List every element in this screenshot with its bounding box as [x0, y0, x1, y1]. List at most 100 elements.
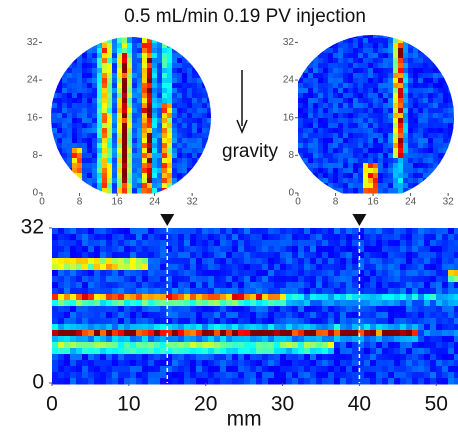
- heatmap-cell: [433, 43, 439, 49]
- heatmap-cell: [382, 282, 389, 289]
- heatmap-cell: [72, 63, 78, 69]
- heatmap-cell: [373, 53, 379, 59]
- heatmap-cell: [406, 276, 413, 283]
- heatmap-cell: [388, 128, 394, 134]
- heatmap-cell: [147, 58, 153, 64]
- heatmap-cell: [348, 138, 354, 144]
- heatmap-cell: [318, 63, 324, 69]
- heatmap-cell: [94, 312, 101, 319]
- heatmap-cell: [52, 63, 58, 69]
- heatmap-cell: [262, 252, 269, 259]
- heatmap-cell: [448, 360, 455, 367]
- y-tick-label: 0: [32, 188, 38, 199]
- heatmap-cell: [70, 270, 77, 277]
- heatmap-cell: [192, 103, 198, 109]
- heatmap-cell: [187, 183, 193, 189]
- heatmap-cell: [298, 246, 305, 253]
- heatmap-cell: [338, 113, 344, 119]
- heatmap-cell: [436, 372, 443, 379]
- heatmap-cell: [363, 158, 369, 164]
- heatmap-cell: [207, 148, 211, 154]
- heatmap-cell: [208, 258, 215, 265]
- heatmap-cell: [207, 163, 211, 169]
- heatmap-cell: [353, 178, 359, 184]
- heatmap-cell: [94, 306, 101, 313]
- heatmap-cell: [202, 158, 208, 164]
- heatmap-cell: [226, 330, 233, 337]
- heatmap-cell: [412, 288, 419, 295]
- heatmap-cell: [408, 108, 414, 114]
- heatmap-cell: [376, 228, 383, 235]
- heatmap-cell: [368, 113, 374, 119]
- heatmap-cell: [196, 264, 203, 271]
- heatmap-cell: [72, 48, 78, 54]
- heatmap-cell: [192, 178, 198, 184]
- heatmap-cell: [453, 63, 454, 69]
- heatmap-cell: [52, 98, 58, 104]
- heatmap-cell: [346, 234, 353, 241]
- heatmap-cell: [298, 258, 305, 265]
- heatmap-cell: [323, 83, 329, 89]
- heatmap-cell: [58, 246, 65, 253]
- heatmap-cell: [400, 372, 407, 379]
- heatmap-cell: [214, 240, 221, 247]
- heatmap-cell: [424, 378, 431, 385]
- heatmap-cell: [72, 73, 78, 79]
- heatmap-cell: [448, 58, 454, 64]
- annotation: gravity: [222, 141, 278, 162]
- heatmap-cell: [400, 312, 407, 319]
- heatmap-cell: [94, 240, 101, 247]
- heatmap-cell: [292, 324, 299, 331]
- heatmap-cell: [122, 153, 128, 159]
- heatmap-cell: [67, 173, 73, 179]
- heatmap-cell: [308, 113, 314, 119]
- heatmap-cell: [177, 163, 183, 169]
- heatmap-cell: [207, 173, 211, 179]
- heatmap-cell: [100, 300, 107, 307]
- heatmap-cell: [378, 183, 384, 189]
- heatmap-cell: [430, 306, 437, 313]
- heatmap-cell: [394, 294, 401, 301]
- heatmap-cell: [190, 282, 197, 289]
- heatmap-cell: [280, 300, 287, 307]
- x-tick-label: 16: [368, 197, 380, 208]
- heatmap-cell: [433, 58, 439, 64]
- heatmap-cell: [333, 168, 339, 174]
- heatmap-cell: [292, 312, 299, 319]
- heatmap-cell: [107, 63, 113, 69]
- heatmap-cell: [443, 63, 449, 69]
- heatmap-cell: [358, 58, 364, 64]
- heatmap-cell: [112, 336, 119, 343]
- heatmap-cell: [328, 53, 334, 59]
- heatmap-cell: [430, 378, 437, 385]
- heatmap-cell: [214, 300, 221, 307]
- heatmap-cell: [454, 372, 458, 379]
- heatmap-cell: [443, 38, 449, 44]
- heatmap-cell: [393, 35, 399, 39]
- heatmap-cell: [348, 178, 354, 184]
- heatmap-cell: [394, 318, 401, 325]
- heatmap-cell: [382, 312, 389, 319]
- heatmap-cell: [250, 354, 257, 361]
- heatmap-cell: [106, 294, 113, 301]
- heatmap-cell: [124, 276, 131, 283]
- heatmap-cell: [352, 288, 359, 295]
- heatmap-cell: [383, 35, 389, 39]
- heatmap-cell: [363, 53, 369, 59]
- heatmap-cell: [448, 78, 454, 84]
- heatmap-cell: [220, 354, 227, 361]
- heatmap-cell: [340, 324, 347, 331]
- heatmap-cell: [406, 270, 413, 277]
- heatmap-cell: [202, 342, 209, 349]
- heatmap-cell: [112, 276, 119, 283]
- heatmap-cell: [408, 48, 414, 54]
- heatmap-cell: [343, 118, 349, 124]
- heatmap-cell: [430, 282, 437, 289]
- heatmap-cell: [376, 348, 383, 355]
- heatmap-cell: [142, 78, 148, 84]
- heatmap-cell: [343, 113, 349, 119]
- heatmap-cell: [152, 73, 158, 79]
- heatmap-cell: [313, 78, 319, 84]
- heatmap-cell: [154, 228, 161, 235]
- heatmap-cell: [102, 73, 108, 79]
